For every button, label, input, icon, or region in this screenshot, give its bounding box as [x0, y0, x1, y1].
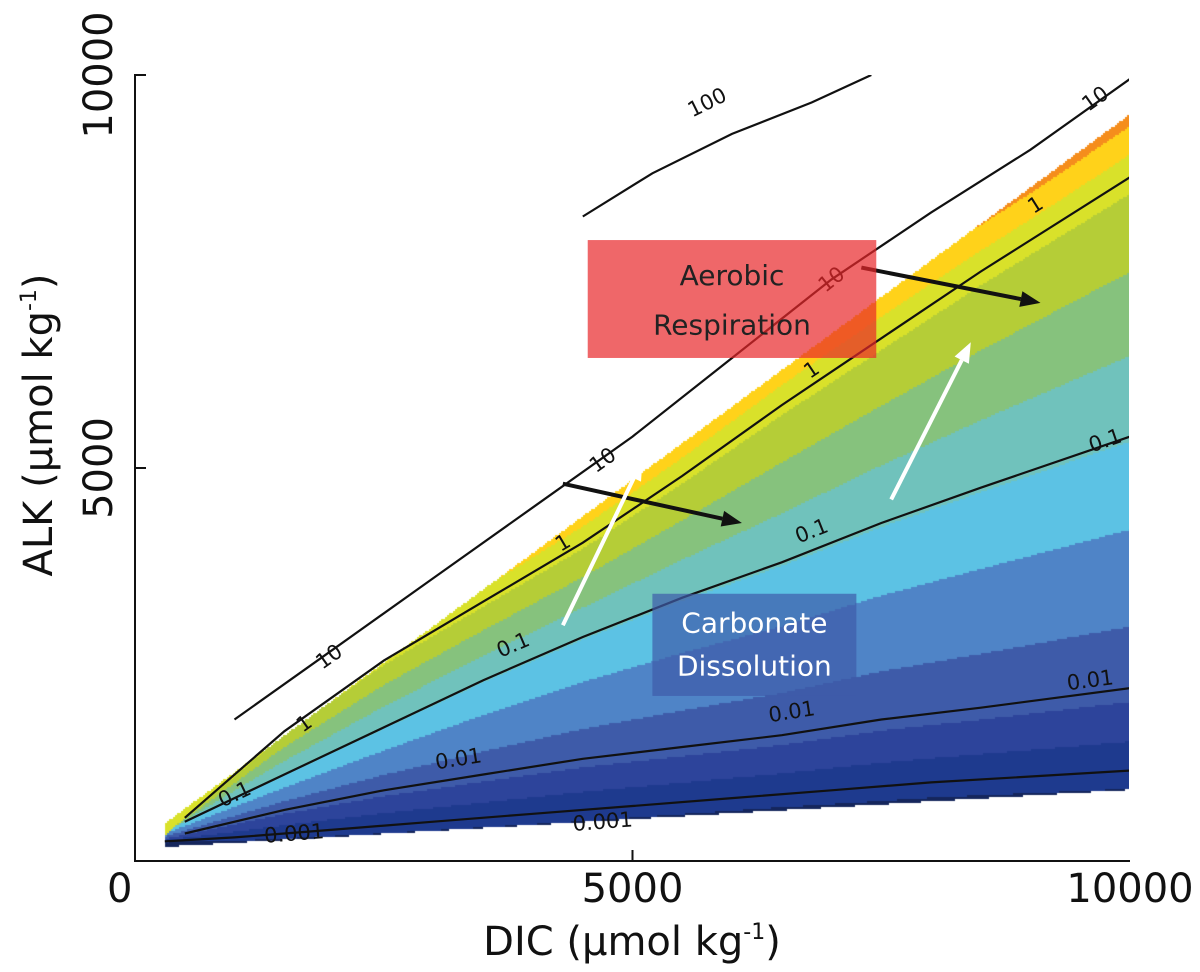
arrow-shaft-3 — [561, 477, 636, 627]
contour-line-1 — [184, 176, 1129, 819]
contour-line-0_1 — [184, 435, 1129, 823]
x-tick-label: 5000 — [582, 866, 684, 912]
annotation-box-2 — [652, 593, 857, 696]
annotation-text: Respiration — [653, 308, 811, 341]
arrow-head-3 — [626, 460, 643, 482]
x-tick-label: 0 — [107, 866, 132, 912]
y-axis-title: ALK (μmol kg-1) — [16, 273, 62, 576]
contour-label: 0.001 — [263, 819, 325, 848]
process-arrows — [561, 265, 1041, 627]
contour-line-10 — [233, 78, 1129, 721]
annotation-box-1 — [587, 240, 877, 358]
contour-label: 0.001 — [572, 807, 634, 836]
arrow-head-1 — [720, 510, 742, 527]
x-axis-title: DIC (μmol kg-1) — [483, 919, 781, 965]
contour-line-0_01 — [184, 687, 1129, 835]
x-tick-label: 10000 — [1066, 866, 1193, 912]
contour-line-100 — [582, 75, 872, 218]
contour-line-0_001 — [164, 769, 1129, 843]
arrow-shaft-1 — [562, 481, 723, 521]
contour-fill-raster — [135, 75, 1129, 861]
annotation-text: Aerobic — [680, 259, 785, 292]
arrow-head-2 — [1019, 291, 1041, 307]
arrow-shaft-4 — [889, 359, 964, 501]
filled-contour-region — [135, 75, 1129, 861]
annotations: Aerobic Respiration Carbonate Dissolution — [587, 240, 877, 696]
annotation-text: Dissolution — [677, 650, 832, 683]
arrow-shaft-2 — [860, 265, 1022, 302]
y-tick-label: 5000 — [76, 417, 122, 519]
y-tick-label: 10000 — [76, 11, 122, 138]
annotation-text: Carbonate — [681, 607, 827, 640]
tick-labels: 0 5000 10000 5000 10000 — [76, 11, 1194, 912]
arrow-head-4 — [954, 342, 971, 364]
